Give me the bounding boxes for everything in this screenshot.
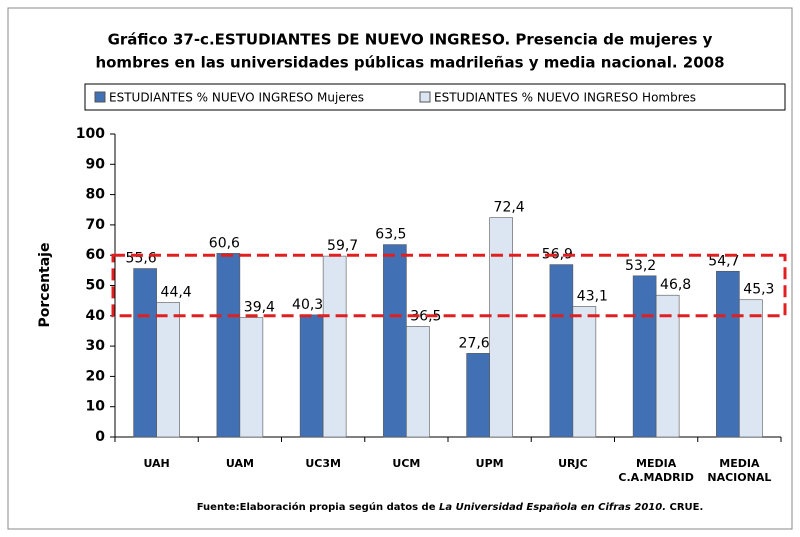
y-axis-label: Porcentaje [37, 243, 53, 328]
legend-label: ESTUDIANTES % NUEVO INGRESO Hombres [434, 91, 696, 105]
bar [632, 275, 657, 438]
source-part: Fuente:Elaboración propia según datos de [197, 501, 439, 513]
data-label: 72,4 [494, 200, 525, 216]
chart-title: Gráfico 37-c.ESTUDIANTES DE NUEVO INGRES… [108, 31, 713, 49]
y-tick-label: 0 [95, 429, 105, 445]
legend-label: ESTUDIANTES % NUEVO INGRESO Mujeres [109, 91, 364, 105]
bar [406, 326, 430, 438]
bar [322, 255, 347, 438]
y-tick-label: 50 [86, 278, 106, 294]
x-tick-label: UAH [143, 457, 169, 470]
y-tick-label: 80 [86, 187, 106, 203]
source: Fuente:Elaboración propia según datos de… [197, 501, 704, 513]
data-label: 56,9 [542, 247, 573, 263]
bar [655, 294, 680, 438]
x-tick-label: C.A.MADRID [618, 471, 693, 484]
data-label: 60,6 [209, 235, 240, 251]
y-tick-label: 30 [86, 338, 106, 354]
data-label: 45,3 [743, 282, 774, 298]
bar [549, 264, 574, 438]
highlight-box [111, 253, 787, 318]
y-tick-label: 90 [86, 156, 106, 172]
x-tick-label: UC3M [305, 457, 341, 470]
y-tick-label: 40 [86, 308, 106, 324]
bar [739, 299, 763, 438]
bar [239, 317, 264, 438]
source-part: CRUE. [666, 502, 703, 513]
bar [216, 253, 241, 438]
x-tick-label: URJC [558, 457, 588, 470]
y-tick-label: 20 [86, 368, 106, 384]
data-label: 44,4 [161, 284, 192, 300]
bar [156, 302, 180, 438]
x-tick-label: MEDIA [719, 457, 760, 470]
data-label: 63,5 [375, 227, 406, 243]
data-label: 55,6 [126, 251, 157, 267]
x-tick-label: UAM [226, 457, 254, 470]
data-label: 54,7 [708, 253, 739, 269]
bar [572, 306, 597, 438]
legend-frame [84, 83, 786, 111]
y-tick-label: 60 [86, 247, 106, 263]
y-tick-label: 100 [76, 126, 105, 142]
bar [133, 268, 157, 438]
data-label: 40,3 [292, 297, 323, 313]
legend-swatch [94, 91, 106, 103]
x-tick-label: UPM [476, 457, 504, 470]
data-label: 39,4 [244, 300, 275, 316]
x-tick-label: UCM [392, 457, 420, 470]
bar [716, 270, 740, 438]
data-label: 46,8 [660, 277, 691, 293]
bar [466, 353, 490, 438]
data-label: 53,2 [625, 258, 656, 274]
y-tick-label: 70 [86, 217, 106, 233]
x-tick-label: NACIONAL [707, 471, 771, 484]
x-tick-label: MEDIA [636, 457, 677, 470]
bar [489, 217, 513, 438]
legend-swatch [419, 91, 431, 103]
bar [299, 314, 324, 438]
data-label: 27,6 [459, 335, 490, 351]
y-tick-label: 10 [86, 399, 106, 415]
source-part: La Universidad Española en Cifras 2010. [439, 502, 666, 513]
chart-title: hombres en las universidades públicas ma… [95, 54, 724, 72]
bar [383, 244, 407, 438]
data-label: 59,7 [327, 238, 358, 254]
data-label: 43,1 [577, 288, 608, 304]
